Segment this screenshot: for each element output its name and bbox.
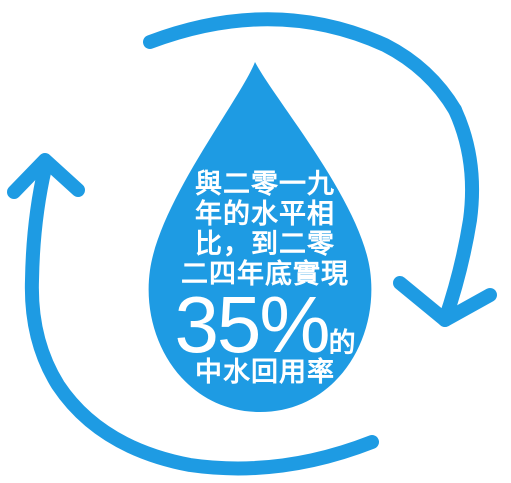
drop-caption: 與二零一九 年的水平相 比，到二零 二四年底實現 35%的 中水回用率 [150, 170, 380, 388]
water-drop-icon [148, 62, 372, 412]
caption-line-3: 比，到二零 [195, 229, 335, 260]
caption-line-6: 中水回用率 [195, 357, 335, 388]
top-arrow-arc [143, 12, 462, 117]
left-arrowhead [7, 153, 85, 199]
right-arrow-arc [438, 103, 480, 327]
caption-line-1: 與二零一九 [195, 169, 335, 200]
percent-suffix: 的 [328, 328, 356, 359]
percent-row: 35%的 [150, 285, 380, 365]
caption-line-2: 年的水平相 [195, 199, 335, 230]
bottom-arrow-arc [24, 161, 379, 476]
percent-value: 35% [174, 280, 330, 369]
caption-line-4: 二四年底實現 [181, 259, 349, 290]
right-arrowhead [393, 276, 497, 327]
